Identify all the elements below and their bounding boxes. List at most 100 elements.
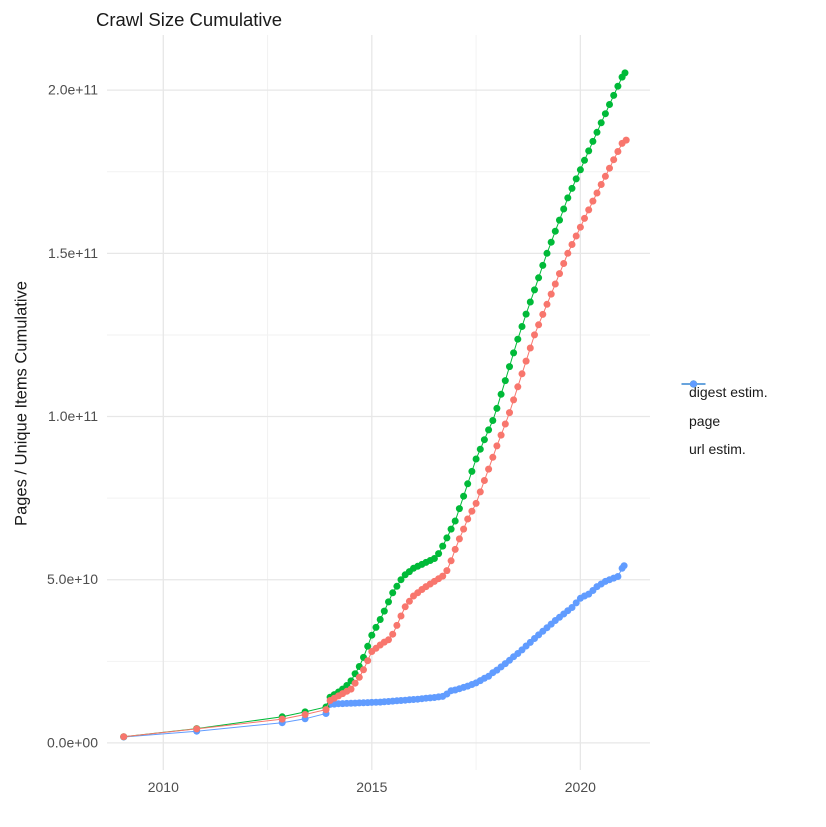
series-page-point bbox=[535, 274, 543, 282]
series-digest-estim-point bbox=[535, 321, 543, 329]
series-digest-estim-point bbox=[610, 156, 618, 164]
series-digest-estim-point bbox=[389, 630, 397, 638]
series-digest-estim-point bbox=[468, 507, 476, 515]
y-axis-title: Pages / Unique Items Cumulative bbox=[12, 281, 31, 526]
series-page-point bbox=[497, 390, 505, 398]
series-page-point bbox=[460, 492, 468, 500]
series-page-point bbox=[510, 349, 518, 357]
y-tick-label: 0.0e+00 bbox=[47, 734, 98, 750]
series-page-point bbox=[493, 404, 501, 412]
series-digest-estim-point bbox=[576, 223, 584, 231]
series-page-point bbox=[385, 598, 392, 606]
legend-label-digest-estim: digest estim. bbox=[689, 384, 768, 401]
series-page-point bbox=[476, 445, 484, 453]
series-digest-estim-point bbox=[589, 197, 597, 205]
legend: digest estim. page url estim. bbox=[680, 378, 768, 464]
series-page-point bbox=[439, 542, 447, 550]
series-page-point bbox=[593, 128, 601, 136]
series-url-estim-point bbox=[614, 573, 622, 580]
series-digest-estim-point bbox=[547, 290, 555, 298]
series-digest-estim-point bbox=[364, 657, 372, 665]
series-page-point bbox=[518, 323, 526, 330]
series-digest-estim-point bbox=[585, 206, 593, 214]
series-digest-estim-point bbox=[518, 370, 526, 378]
series-digest-estim-point bbox=[539, 310, 547, 318]
series-digest-estim-point bbox=[485, 465, 493, 473]
series-url-estim-point bbox=[620, 562, 628, 570]
x-tick-label: 2010 bbox=[148, 779, 179, 795]
legend-key-url-estim bbox=[681, 380, 706, 388]
series-page-point bbox=[522, 310, 530, 318]
series-digest-estim-point bbox=[385, 636, 392, 644]
x-tick-label: 2015 bbox=[356, 779, 387, 795]
series-page-point bbox=[543, 249, 551, 257]
series-digest-estim-point bbox=[560, 260, 568, 267]
series-page-point bbox=[464, 480, 472, 488]
x-tick-label: 2020 bbox=[565, 779, 596, 795]
series-page-point bbox=[364, 642, 372, 650]
series-page-point bbox=[455, 505, 463, 513]
y-tick-label: 2.0e+11 bbox=[48, 82, 98, 98]
series-digest-estim-point bbox=[581, 214, 588, 222]
series-digest-estim-point bbox=[351, 679, 359, 687]
series-digest-estim-point bbox=[322, 706, 330, 714]
series-digest-estim-point bbox=[568, 241, 576, 248]
series-digest-estim-point bbox=[480, 477, 488, 484]
series-page-point bbox=[451, 517, 459, 525]
series-page-point bbox=[576, 166, 584, 174]
series-digest-estim-point bbox=[460, 525, 468, 533]
series-digest-estim-point bbox=[531, 331, 538, 339]
series-digest-estim-point bbox=[405, 597, 413, 605]
series-digest-estim-point bbox=[501, 420, 509, 428]
series-page-point bbox=[376, 616, 384, 623]
series-page-point bbox=[514, 335, 522, 343]
series-digest-estim-point bbox=[120, 733, 128, 741]
series-digest-estim-point bbox=[493, 442, 501, 450]
series-digest-estim-point bbox=[506, 409, 513, 417]
y-tick-label: 1.5e+11 bbox=[48, 245, 98, 261]
series-digest-estim-point bbox=[551, 280, 559, 288]
series-page-point bbox=[568, 184, 576, 192]
series-page-point bbox=[597, 119, 605, 127]
series-page-point bbox=[526, 298, 534, 306]
series-page-point bbox=[389, 589, 397, 597]
series-page-point bbox=[589, 137, 597, 145]
legend-item-page: page bbox=[680, 380, 768, 436]
series-digest-estim-point bbox=[497, 431, 505, 439]
series-page-point bbox=[601, 110, 609, 118]
series-digest-estim-point bbox=[476, 488, 484, 496]
series-url-estim-point bbox=[572, 599, 580, 607]
series-digest-estim-point bbox=[564, 249, 572, 257]
series-page-point bbox=[610, 91, 618, 99]
series-digest-estim-point bbox=[455, 535, 463, 543]
series-digest-estim-point bbox=[301, 711, 309, 718]
series-page-point bbox=[547, 238, 555, 246]
series-digest-estim-point bbox=[443, 567, 451, 575]
series-digest-estim-point bbox=[472, 499, 480, 507]
series-digest-estim-point bbox=[355, 673, 363, 681]
series-digest-estim-point bbox=[360, 666, 367, 674]
series-digest-estim-point bbox=[393, 621, 401, 629]
series-page-point bbox=[480, 436, 488, 444]
legend-label-page: page bbox=[689, 412, 721, 429]
series-digest-estim-point bbox=[614, 148, 622, 155]
series-page-point bbox=[430, 555, 438, 562]
series-page-point bbox=[556, 216, 563, 224]
series-digest-estim-point bbox=[447, 557, 455, 565]
series-page-point bbox=[397, 576, 405, 584]
series-page-point bbox=[551, 227, 559, 235]
series-digest-estim-point bbox=[439, 572, 447, 580]
series-page-point bbox=[393, 582, 401, 590]
series-digest-estim-point bbox=[464, 515, 472, 523]
series-digest-estim-point bbox=[526, 344, 534, 352]
series-page-point bbox=[564, 194, 572, 202]
y-tick-label: 5.0e+10 bbox=[47, 571, 98, 587]
series-digest-estim-point bbox=[451, 545, 459, 553]
series-digest-estim-point bbox=[489, 453, 497, 461]
series-page-point bbox=[501, 377, 509, 385]
series-digest-estim-point bbox=[601, 172, 609, 180]
series-digest-estim-point bbox=[572, 232, 580, 240]
y-tick-label: 1.0e+11 bbox=[48, 408, 98, 424]
series-digest-estim-point bbox=[593, 189, 601, 197]
